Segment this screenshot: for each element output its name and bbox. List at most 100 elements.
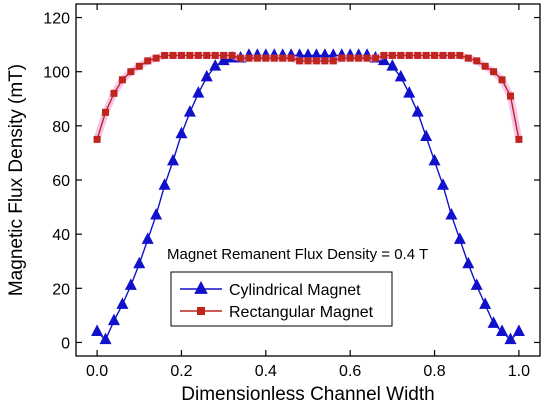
data-point (150, 208, 163, 220)
data-point (420, 129, 433, 141)
data-point (192, 86, 205, 98)
data-point (116, 297, 129, 309)
x-tick-label: 0.8 (423, 363, 445, 380)
data-point (405, 51, 413, 59)
data-point (462, 256, 475, 269)
data-point (296, 57, 304, 65)
data-point (253, 54, 261, 62)
data-point (302, 48, 314, 60)
data-point (310, 48, 323, 60)
legend-items: Cylindrical Magnet Rectangular Magnet (180, 280, 374, 321)
data-point (124, 278, 137, 290)
y-tick-label: 60 (52, 173, 70, 190)
data-point (194, 51, 202, 59)
data-point (436, 178, 449, 190)
data-point (279, 54, 287, 62)
data-point (447, 51, 455, 59)
annotation-text: Magnet Remanent Flux Density = 0.4 T (167, 246, 428, 263)
data-point (453, 232, 466, 244)
x-tick-label: 0.4 (255, 363, 277, 380)
data-point (355, 54, 363, 62)
x-tick-label: 0.2 (170, 363, 192, 380)
data-point (177, 51, 185, 59)
data-point (479, 297, 492, 309)
data-point (220, 51, 228, 59)
data-point (93, 135, 101, 143)
data-point (110, 89, 118, 97)
data-point (91, 324, 104, 336)
data-point (133, 256, 146, 269)
data-point (175, 126, 188, 139)
data-point (169, 51, 177, 59)
x-tick-label: 0.0 (86, 363, 108, 380)
data-point (312, 57, 320, 65)
data-point (167, 153, 180, 166)
data-point (428, 153, 441, 166)
data-point (422, 51, 430, 59)
data-point (470, 278, 483, 290)
legend-label: Rectangular Magnet (229, 304, 374, 321)
y-tick-label: 100 (43, 65, 70, 82)
data-point (377, 53, 390, 66)
data-point (152, 54, 160, 62)
data-point (498, 76, 506, 84)
data-point (141, 232, 154, 244)
data-point (464, 54, 472, 62)
x-tick-label: 1.0 (508, 363, 530, 380)
data-point (380, 51, 388, 59)
data-point (445, 208, 458, 220)
y-axis-ticks: 0 20 40 60 80 100 120 (43, 11, 540, 352)
data-point (411, 105, 424, 117)
data-point (186, 51, 194, 59)
data-point (512, 324, 525, 336)
data-point (102, 108, 110, 116)
data-point (200, 69, 213, 82)
data-point (371, 54, 379, 62)
data-point (473, 57, 481, 65)
data-point (506, 92, 514, 100)
data-point (394, 69, 407, 82)
data-point (386, 59, 399, 71)
data-point (414, 51, 422, 59)
data-point (456, 51, 464, 59)
x-tick-label: 0.6 (339, 363, 361, 380)
y-axis-title: Magnetic Flux Density (mT) (6, 64, 27, 296)
plot-area: 0.0 0.2 0.4 0.6 0.8 1.0 0 20 40 60 80 100 120 (43, 3, 541, 380)
data-point (431, 51, 439, 59)
series-rectangular-magnet (93, 51, 523, 143)
data-point (183, 105, 196, 117)
data-point (346, 54, 354, 62)
data-point (118, 76, 126, 84)
y-tick-label: 40 (52, 227, 70, 244)
data-point (270, 54, 278, 62)
data-point (158, 178, 171, 190)
data-point (338, 54, 346, 62)
data-point (321, 57, 329, 65)
x-axis-ticks: 0.0 0.2 0.4 0.6 0.8 1.0 (86, 4, 530, 380)
legend-box (170, 271, 393, 327)
data-point (318, 48, 331, 60)
data-point (211, 51, 219, 59)
data-point (487, 316, 500, 328)
data-point (329, 57, 337, 65)
data-point (287, 54, 295, 62)
series-halo (93, 51, 523, 143)
data-point (490, 68, 498, 76)
data-point (397, 51, 405, 59)
data-point (481, 62, 489, 70)
data-point (161, 51, 169, 59)
x-axis-title: Dimensionless Channel Width (181, 384, 434, 405)
data-point (388, 51, 396, 59)
data-point (403, 86, 416, 98)
data-point (135, 62, 143, 70)
legend-marker (197, 307, 205, 315)
data-point (209, 59, 222, 71)
data-point (99, 332, 112, 345)
data-point (228, 51, 236, 59)
data-point (504, 332, 517, 345)
data-point (515, 135, 523, 143)
y-tick-label: 120 (43, 11, 70, 28)
data-point (262, 54, 270, 62)
y-tick-label: 80 (52, 119, 70, 136)
